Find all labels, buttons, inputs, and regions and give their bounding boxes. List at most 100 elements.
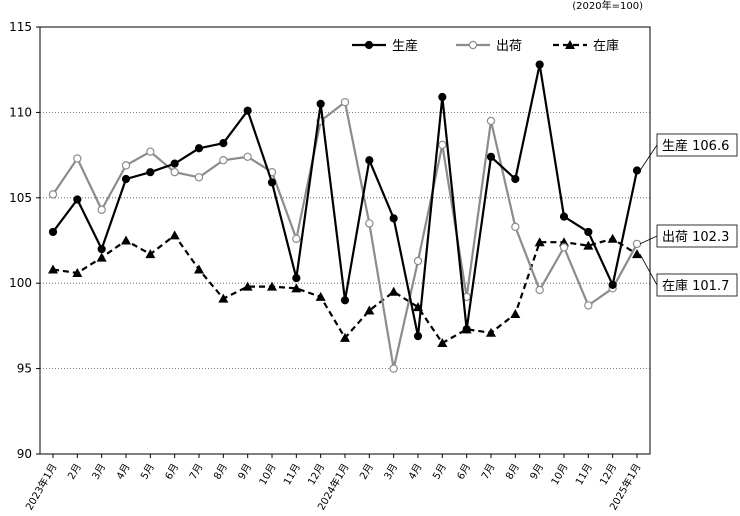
data-point (559, 212, 569, 221)
data-point (511, 222, 520, 232)
data-point (243, 152, 252, 162)
legend-marker (364, 40, 374, 50)
x-tick-label: 2月 (357, 462, 376, 482)
plot-border (39, 26, 651, 455)
data-point (291, 283, 302, 293)
x-tick-label: 5月 (430, 462, 449, 482)
legend-label: 出荷 (496, 39, 522, 54)
y-tick-label: 95 (17, 362, 32, 376)
data-point (583, 240, 594, 250)
x-tick-label: 11月 (281, 462, 303, 488)
x-tick-label: 10月 (549, 462, 571, 488)
x-tick-label: 4月 (114, 462, 133, 482)
x-tick-label: 2月 (65, 462, 84, 482)
data-point (389, 214, 398, 223)
data-point (510, 308, 521, 318)
series-group (48, 60, 642, 373)
end-label-box (656, 224, 738, 248)
x-tick-label: 7月 (479, 462, 498, 482)
data-point (315, 291, 326, 301)
data-point (267, 281, 277, 291)
data-point (535, 60, 544, 69)
data-point (486, 116, 496, 126)
x-tick-label: 8月 (211, 462, 230, 482)
x-tick-label: 10月 (257, 462, 279, 488)
data-point (219, 139, 228, 148)
data-point (340, 296, 350, 305)
data-point (511, 174, 520, 184)
data-point (194, 173, 204, 182)
x-tick-label: 3月 (382, 462, 401, 482)
data-point (413, 332, 423, 341)
data-point (121, 174, 131, 184)
x-tick-label: 7月 (187, 462, 206, 482)
end-label-text: 在庫 101.7 (662, 279, 729, 294)
data-point (292, 273, 301, 283)
data-point (438, 140, 447, 150)
data-point (534, 237, 545, 247)
data-point (48, 227, 58, 237)
end-label-box (656, 133, 738, 157)
y-tick-label: 100 (9, 276, 32, 290)
series-line (52, 234, 638, 345)
data-point (243, 106, 252, 115)
data-point (632, 249, 642, 259)
leader-line (639, 253, 658, 286)
data-point (97, 205, 106, 214)
data-point (437, 337, 448, 347)
data-point (219, 156, 228, 165)
end-label-text: 出荷 102.3 (662, 230, 729, 245)
x-tick-label: 3月 (90, 462, 109, 482)
x-tick-label: 6月 (455, 462, 474, 482)
data-point (365, 156, 374, 165)
data-point (48, 264, 58, 274)
data-point (267, 178, 277, 187)
data-point (413, 256, 423, 266)
x-tick-label: 11月 (573, 462, 595, 488)
data-point (96, 252, 107, 262)
end-label-box (656, 273, 738, 297)
data-point (438, 92, 447, 102)
legend-label: 在庫 (593, 39, 619, 54)
series-生産 (48, 60, 642, 341)
data-point (48, 190, 58, 199)
data-point (194, 144, 204, 153)
data-point (632, 239, 642, 249)
legend-marker (468, 40, 478, 50)
x-tick-label: 8月 (503, 462, 522, 482)
end-labels: 生産 106.6 出荷 102.3 在庫 101.7 (639, 133, 738, 297)
grid-lines (40, 112, 650, 370)
leader-line (639, 235, 658, 245)
x-tick-label: 12月 (306, 462, 328, 488)
legend-marker (565, 40, 575, 49)
data-point (73, 154, 82, 163)
data-point (72, 267, 83, 277)
y-tick-label: 105 (9, 191, 32, 205)
end-label-text: 生産 106.6 (662, 138, 729, 154)
data-point (584, 227, 593, 237)
y-tick-label: 110 (9, 105, 32, 119)
legend-label: 生産 (392, 38, 418, 54)
data-point (169, 230, 180, 240)
data-point (608, 280, 617, 290)
data-point (486, 327, 496, 337)
data-point (388, 286, 399, 296)
data-point (535, 285, 544, 295)
data-point (316, 99, 325, 108)
data-point (559, 243, 569, 252)
y-axis-ticks: 90 95 100 105 110 115 (9, 20, 40, 461)
x-tick-label: 2023年1月 (22, 461, 59, 512)
data-point (365, 219, 374, 228)
data-point (121, 161, 131, 170)
unit-note: (2020年=100) (572, 0, 643, 12)
data-point (170, 167, 179, 177)
data-point (218, 293, 229, 303)
data-point (389, 364, 398, 373)
leader-line (639, 144, 658, 171)
data-point (194, 264, 204, 274)
data-point (170, 159, 179, 168)
data-point (145, 249, 156, 259)
legend: 生産 出荷 在庫 (352, 38, 619, 54)
series-line (52, 101, 638, 370)
